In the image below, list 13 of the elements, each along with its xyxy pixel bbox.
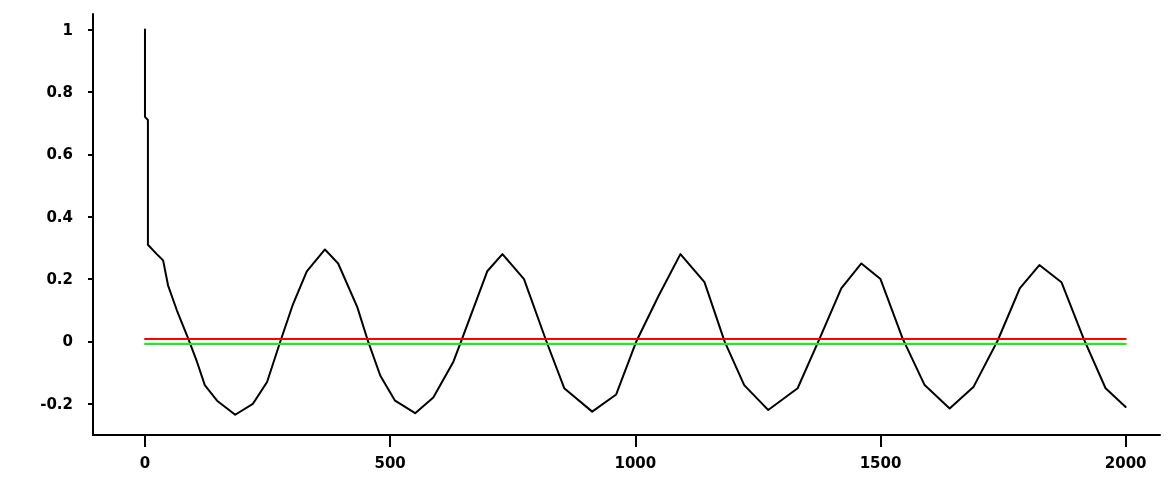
x-tick-label: 1500 bbox=[859, 453, 902, 472]
y-tick-label: 0.4 bbox=[46, 207, 73, 226]
y-tick-label: 0.8 bbox=[46, 82, 73, 101]
x-tick-label: 2000 bbox=[1104, 453, 1147, 472]
y-tick-label: 0 bbox=[62, 332, 73, 351]
y-tick-label: 0.2 bbox=[46, 270, 73, 289]
x-tick-label: 500 bbox=[374, 453, 406, 472]
y-tick-label: -0.2 bbox=[40, 394, 73, 413]
y-tick-label: 1 bbox=[62, 20, 73, 39]
x-tick-label: 1000 bbox=[614, 453, 657, 472]
y-tick-label: 0.6 bbox=[46, 145, 73, 164]
x-tick-label: 0 bbox=[139, 453, 151, 472]
line-series bbox=[143, 28, 1127, 416]
